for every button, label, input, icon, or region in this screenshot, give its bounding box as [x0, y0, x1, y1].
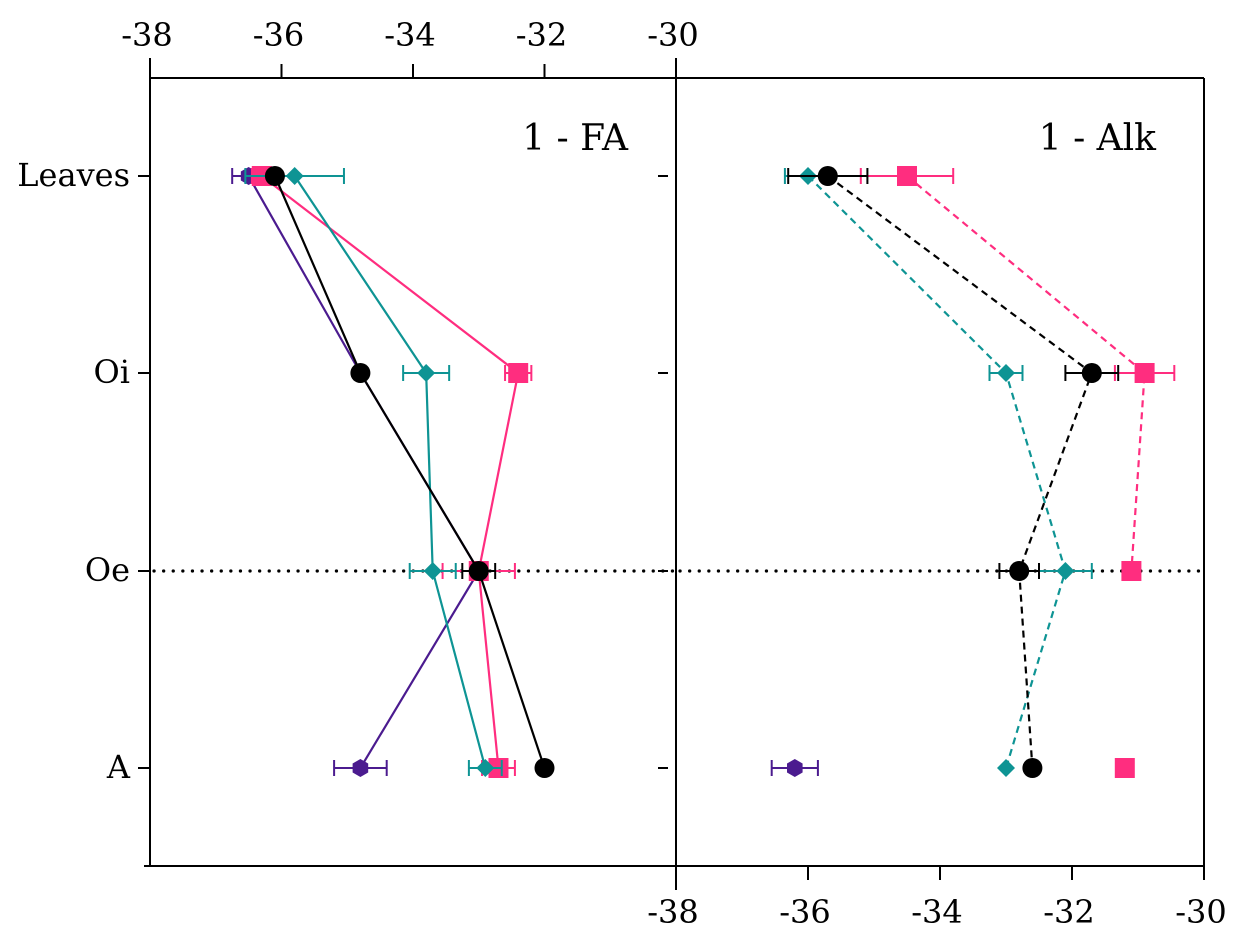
data-point-black [1081, 363, 1102, 383]
series-pink [859, 166, 1176, 778]
data-point-teal [997, 364, 1015, 382]
series-pink [250, 166, 533, 778]
data-point-black [1009, 561, 1030, 581]
y-tick-label: A [106, 748, 131, 786]
data-point-black [1022, 758, 1043, 778]
data-point-teal [423, 562, 442, 580]
series-line-black [827, 175, 1094, 769]
panel-label: 1 - FA [522, 118, 629, 159]
panel-1: Leaves Oi Oe A -38 -36 -34 -32 -30 1 - FA [17, 16, 699, 890]
x-tick-label: -30 [647, 16, 699, 54]
data-point-teal [285, 167, 304, 185]
x-tick-label: -38 [647, 893, 699, 931]
x-tick-label: -36 [253, 16, 305, 54]
y-tick-label: Oi [94, 353, 130, 391]
data-point-pink [508, 363, 529, 383]
series-teal [244, 167, 503, 777]
series-line-teal [807, 175, 1067, 769]
x-tick-label: -36 [779, 893, 831, 931]
series-line-teal [293, 175, 487, 769]
data-point-pink [1134, 363, 1155, 383]
series-line-black [273, 175, 546, 769]
data-point-black [350, 363, 371, 383]
x-tick-label: -38 [121, 16, 173, 54]
data-point-purple [787, 759, 803, 777]
data-point-pink [1121, 561, 1142, 581]
data-point-teal [1056, 562, 1075, 580]
data-point-teal [476, 759, 495, 777]
data-point-black [468, 561, 489, 581]
series-line-purple [247, 175, 481, 769]
y-tick-label: Oe [85, 551, 130, 589]
data-point-pink [1114, 758, 1135, 778]
data-point-black [264, 166, 285, 186]
x-tick-label: -32 [1043, 893, 1095, 931]
data-point-pink [897, 166, 917, 186]
x-tick-label: -34 [911, 893, 963, 931]
data-point-teal [997, 759, 1015, 777]
series-teal [783, 167, 1093, 777]
data-point-black [534, 758, 555, 778]
series-line-pink [261, 175, 520, 769]
y-tick-label: Leaves [17, 156, 130, 194]
panel-label: 1 - Alk [1039, 118, 1157, 159]
series-black [264, 166, 555, 778]
x-tick-label: -34 [384, 16, 436, 54]
x-tick-label: -32 [516, 16, 568, 54]
data-point-teal [417, 364, 436, 382]
series-purple [770, 759, 819, 777]
data-point-purple [352, 759, 369, 777]
series-line-pink [906, 175, 1146, 572]
series-purple [231, 167, 487, 777]
data-point-black [817, 166, 838, 186]
x-tick-label: -30 [1175, 893, 1227, 931]
panel-2: -38 -36 -34 -32 -30 1 - Alk [647, 77, 1227, 931]
series-black [787, 166, 1120, 778]
